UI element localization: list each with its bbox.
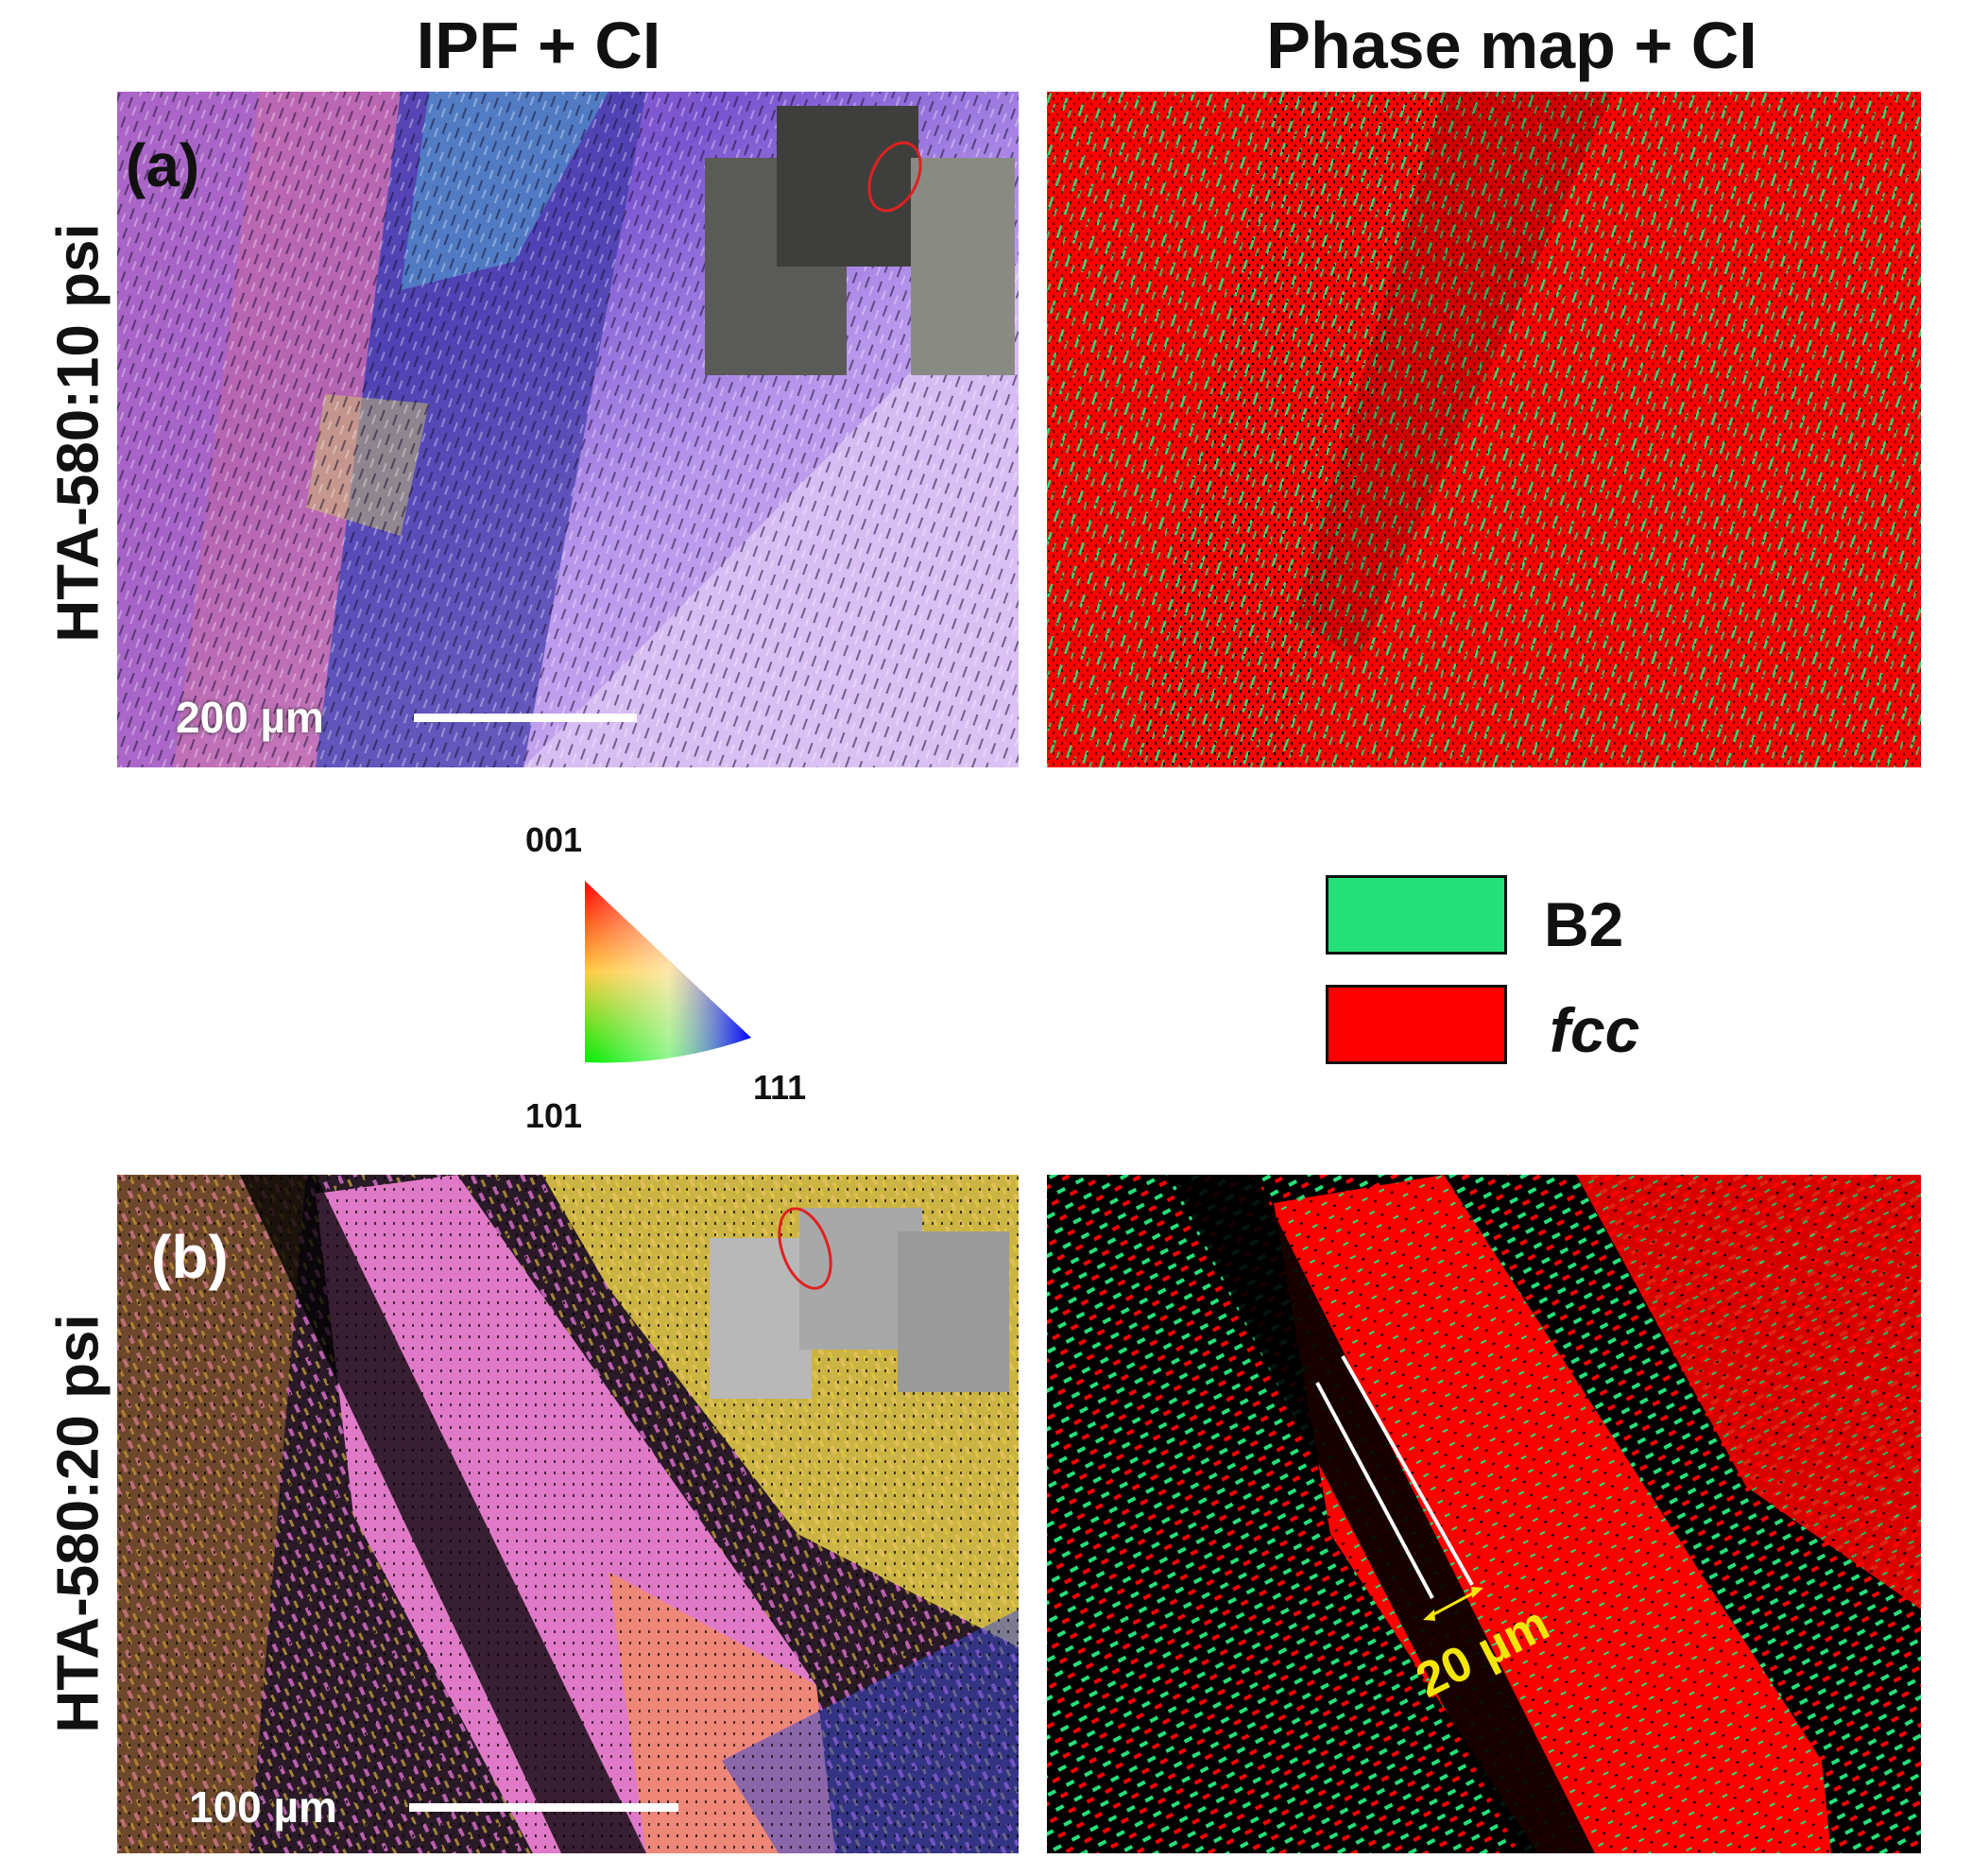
guide-line-left [1315, 1382, 1434, 1599]
panel-letter-b: (b) [151, 1223, 229, 1291]
ipf-map-b-image [117, 1175, 1019, 1853]
legend-swatch-fcc [1326, 985, 1507, 1064]
panel-letter-a: (a) [126, 131, 200, 199]
phase-map-b [1047, 1175, 1921, 1853]
ipf-label-101: 101 [525, 1096, 583, 1135]
phase-map-b-image [1047, 1175, 1921, 1853]
guide-line-right [1341, 1355, 1474, 1586]
row-label-20psi: HTA-580:20 psi [45, 1314, 111, 1733]
ipf-map-b [117, 1175, 1019, 1853]
legend-swatch-b2 [1326, 875, 1507, 955]
phase-map-a-image [1047, 92, 1921, 767]
column-title-phase: Phase map + CI [1266, 9, 1757, 82]
ipf-label-111: 111 [753, 1068, 807, 1107]
scale-bar-b [409, 1803, 678, 1812]
phase-map-a [1047, 92, 1921, 767]
ipf-map-a-image [117, 92, 1019, 767]
scale-bar-a [414, 714, 637, 722]
width-arrow [1428, 1589, 1479, 1619]
inset-micrograph-b [710, 1207, 1009, 1399]
legend-label-fcc: fcc [1550, 995, 1640, 1065]
column-title-ipf: IPF + CI [416, 9, 661, 82]
row-label-10psi: HTA-580:10 psi [45, 223, 111, 643]
scale-bar-label-a: 200 µm [176, 693, 324, 742]
ipf-color-triangle [585, 881, 751, 1063]
ipf-map-a [117, 92, 1019, 767]
ipf-label-001: 001 [525, 820, 583, 859]
legend-label-b2: B2 [1544, 889, 1624, 959]
scale-bar-label-b: 100 µm [189, 1782, 337, 1832]
inset-micrograph-a [705, 106, 1015, 375]
